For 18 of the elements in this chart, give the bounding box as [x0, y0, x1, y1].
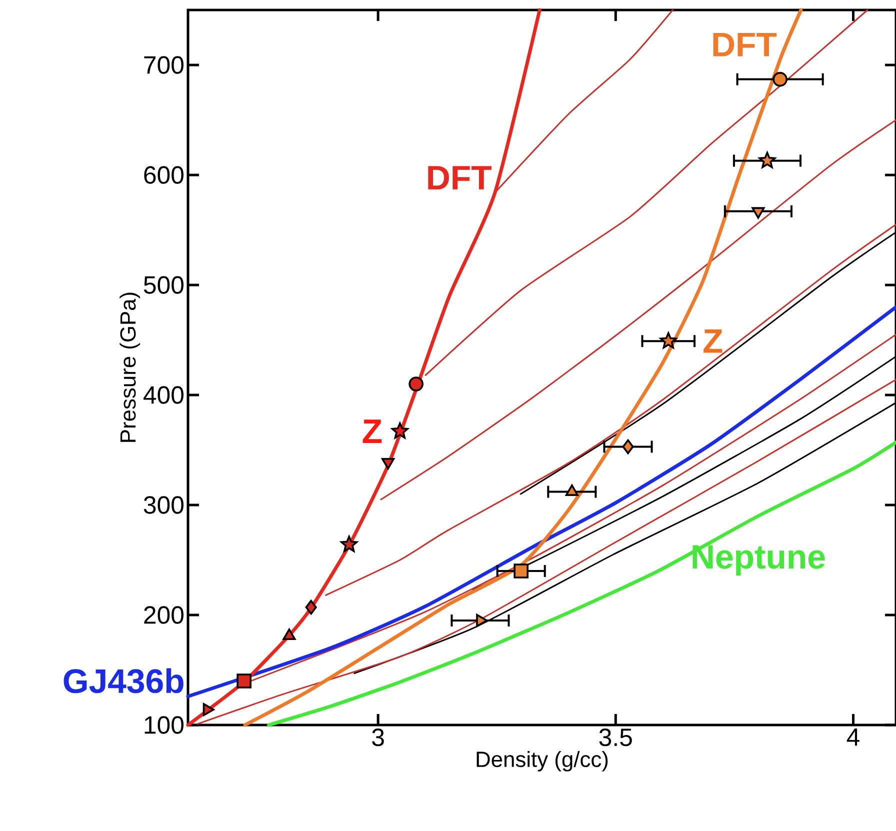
x-tick-label: 3.5 — [599, 728, 632, 746]
x-tick-label: 3 — [372, 728, 384, 746]
y-tick-label: 300 — [144, 496, 184, 514]
series-label: Z — [362, 420, 382, 443]
y-tick-label: 500 — [144, 276, 184, 294]
y-tick-label: 100 — [144, 716, 184, 734]
y-tick-label: 400 — [144, 386, 184, 404]
series-label: DFT — [713, 32, 777, 56]
y-tick-label: 200 — [144, 606, 184, 624]
x-tick-label: 4 — [846, 728, 860, 746]
series-label: DFT — [428, 166, 492, 190]
y-tick-label: 600 — [144, 166, 184, 184]
series-label: GJ436b — [64, 668, 184, 694]
x-axis-title: Density (g/cc) — [476, 750, 608, 772]
y-axis-title: Pressure (GPa) — [120, 292, 140, 442]
series-label: Z — [704, 329, 722, 353]
series-label: Neptune — [692, 545, 825, 576]
y-tick-label: 700 — [144, 56, 184, 74]
